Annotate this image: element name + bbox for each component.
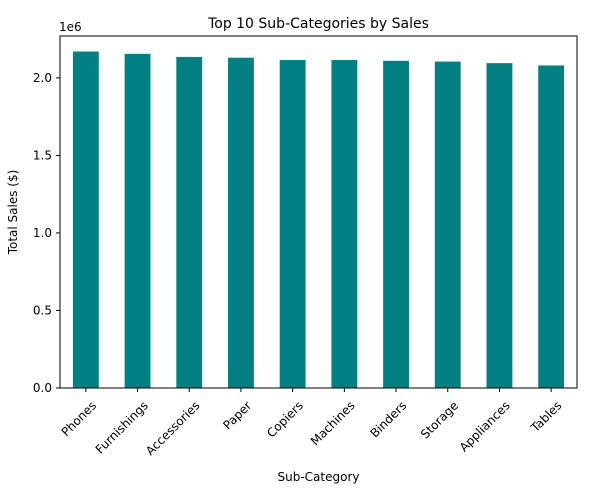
y-axis-offset-label: 1e6 xyxy=(59,20,82,34)
bar-storage xyxy=(434,61,461,388)
bar-tables xyxy=(538,65,565,388)
x-axis-label: Sub-Category xyxy=(278,470,360,484)
y-ticks-group: 0.0 0.5 1.0 1.5 2.0 xyxy=(33,71,60,395)
bar-accessories xyxy=(176,56,203,388)
bar-machines xyxy=(331,60,358,388)
bar-copiers xyxy=(279,60,306,388)
y-tick-label: 0.5 xyxy=(33,303,52,317)
bar-phones xyxy=(72,51,99,389)
y-tick-label: 2.0 xyxy=(33,71,52,85)
y-tick-label: 1.0 xyxy=(33,226,52,240)
bar-furnishings xyxy=(124,53,151,388)
y-tick-label: 0.0 xyxy=(33,381,52,395)
chart-title: Top 10 Sub-Categories by Sales xyxy=(207,16,429,32)
bar-paper xyxy=(228,57,254,388)
bar-binders xyxy=(383,60,409,388)
y-axis-label: Total Sales ($) xyxy=(6,170,20,256)
bars-group xyxy=(72,51,565,389)
bar-appliances xyxy=(486,63,513,388)
plot-frame xyxy=(59,35,578,389)
y-tick-label: 1.5 xyxy=(33,148,52,162)
